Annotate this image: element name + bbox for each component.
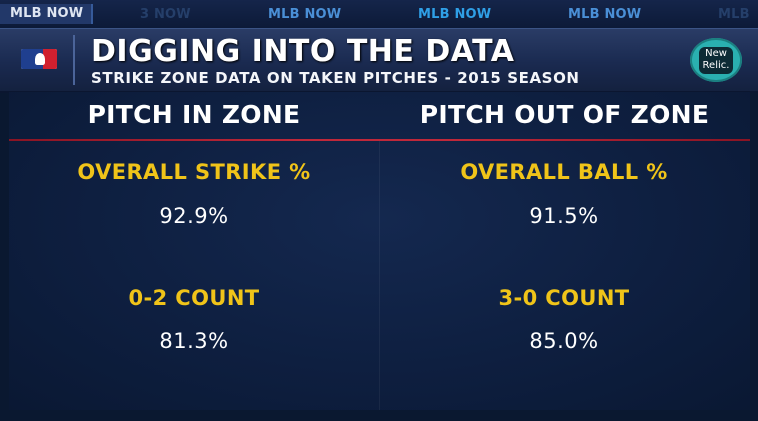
stat-label: OVERALL STRIKE %: [77, 160, 311, 184]
ticker-item: MLB NOW: [268, 7, 342, 22]
ticker-item: MLB NOW: [0, 4, 94, 24]
stat-label: 3-0 COUNT: [498, 286, 630, 310]
graphic-header: DIGGING INTO THE DATA STRIKE ZONE DATA O…: [0, 28, 758, 93]
stat-label: 0-2 COUNT: [128, 286, 260, 310]
stat-value: 85.0%: [529, 329, 599, 353]
sponsor-logo-icon: New Relic.: [690, 38, 742, 82]
sponsor-line-1: New: [705, 48, 727, 59]
column-heading-out-of-zone: PITCH OUT OF ZONE: [419, 100, 710, 129]
graphic-subtitle: STRIKE ZONE DATA ON TAKEN PITCHES - 2015…: [91, 69, 580, 87]
graphic-title: DIGGING INTO THE DATA: [91, 34, 515, 69]
column-heading-in-zone: PITCH IN ZONE: [87, 100, 301, 129]
ticker-item: MLB NOW: [568, 7, 642, 22]
stat-value: 92.9%: [159, 204, 229, 228]
mlb-logo-icon: [21, 49, 57, 69]
ticker-item: MLB NOW: [418, 7, 492, 22]
heading-rule: [9, 139, 750, 141]
stat-label: OVERALL BALL %: [460, 160, 668, 184]
sponsor-line-2: Relic.: [702, 60, 730, 71]
network-ticker-bar: MLB NOW 3 NOW MLB NOW MLB NOW MLB NOW ML…: [0, 0, 758, 28]
stat-value: 81.3%: [159, 329, 229, 353]
stats-board: PITCH IN ZONE PITCH OUT OF ZONE OVERALL …: [9, 92, 750, 410]
ticker-item: 3 NOW: [140, 7, 191, 22]
header-divider: [73, 35, 75, 85]
stat-value: 91.5%: [529, 204, 599, 228]
column-separator: [379, 141, 380, 410]
ticker-item: MLB: [718, 7, 750, 22]
